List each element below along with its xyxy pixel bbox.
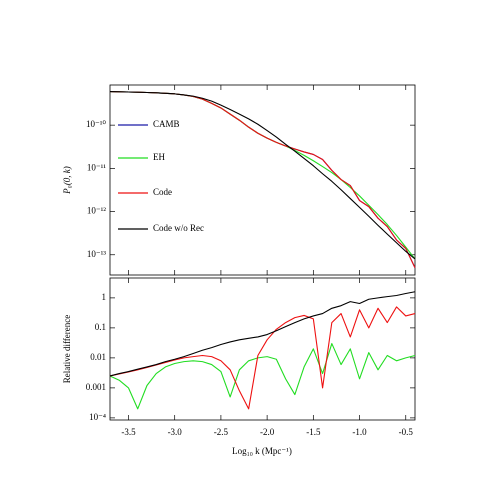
top-y-label: P₀(0, k) bbox=[62, 166, 72, 195]
top-panel-frame bbox=[109, 84, 416, 276]
legend-label: Code bbox=[153, 187, 172, 197]
y-tick-label: 0.01 bbox=[90, 352, 106, 362]
data-line bbox=[109, 90, 416, 260]
data-line bbox=[109, 291, 416, 377]
bottom-panel-frame bbox=[109, 277, 416, 421]
data-line bbox=[109, 90, 416, 268]
data-line bbox=[109, 90, 416, 268]
y-tick-label: 10⁻¹² bbox=[87, 206, 106, 216]
y-tick-label: 10⁻¹¹ bbox=[87, 162, 106, 172]
x-tick-label: -3.0 bbox=[168, 427, 183, 437]
data-line bbox=[109, 306, 416, 410]
x-tick-label: -2.5 bbox=[214, 427, 229, 437]
x-tick-label: -1.0 bbox=[352, 427, 367, 437]
x-axis-label: Log₁₀ k (Mpc⁻¹) bbox=[232, 446, 292, 456]
x-tick-label: -0.5 bbox=[399, 427, 414, 437]
legend-label: CAMB bbox=[153, 119, 180, 129]
y-tick-label: 10⁻⁴ bbox=[89, 412, 106, 422]
data-line bbox=[109, 343, 416, 410]
bottom-y-label: Relative difference bbox=[62, 315, 72, 384]
y-tick-label: 10⁻¹³ bbox=[87, 249, 106, 259]
x-tick-label: -3.5 bbox=[121, 427, 136, 437]
legend-label: Code w/o Rec bbox=[153, 223, 204, 233]
y-tick-label: 0.001 bbox=[86, 382, 106, 392]
data-line bbox=[109, 90, 416, 260]
y-tick-label: 10⁻¹⁰ bbox=[86, 119, 106, 129]
y-tick-label: 1 bbox=[102, 292, 107, 302]
x-tick-label: -2.0 bbox=[260, 427, 275, 437]
y-tick-label: 0.1 bbox=[95, 322, 106, 332]
x-tick-label: -1.5 bbox=[306, 427, 321, 437]
legend-label: EH bbox=[153, 152, 165, 162]
